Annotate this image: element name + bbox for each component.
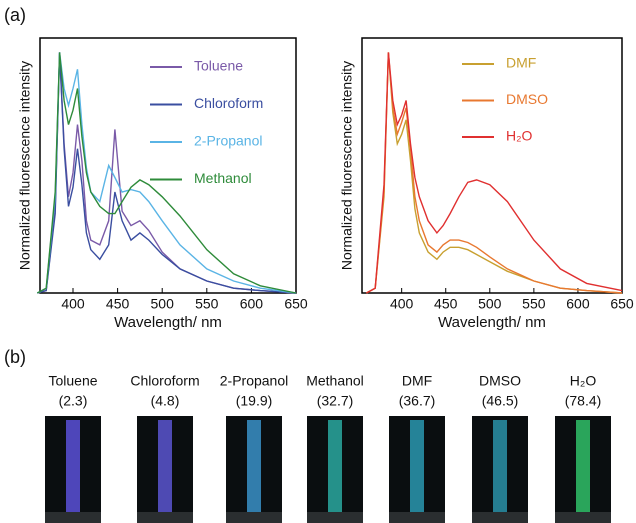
vial-glow bbox=[576, 420, 590, 512]
sample-name: H₂O bbox=[570, 373, 597, 389]
panel-label: (b) bbox=[4, 347, 26, 367]
sample-name: 2-Propanol bbox=[220, 373, 289, 389]
x-tick-label: 600 bbox=[240, 296, 264, 312]
vial-base bbox=[472, 512, 528, 523]
x-tick-label: 400 bbox=[390, 296, 414, 312]
vial-glow bbox=[66, 420, 80, 512]
spectrum-line bbox=[366, 52, 623, 294]
x-tick-label: 550 bbox=[522, 296, 546, 312]
spectrum-line bbox=[36, 52, 297, 294]
vial-glow bbox=[158, 420, 172, 512]
x-tick-label: 600 bbox=[566, 296, 590, 312]
sample-name: Toluene bbox=[48, 373, 97, 389]
vial-base bbox=[226, 512, 282, 523]
legend-label: 2-Propanol bbox=[194, 133, 263, 149]
legend-label: DMF bbox=[506, 55, 536, 71]
x-tick-label: 550 bbox=[195, 296, 219, 312]
x-tick-label: 650 bbox=[284, 296, 308, 312]
sample-name: DMF bbox=[402, 373, 432, 389]
vial-glow bbox=[328, 420, 342, 512]
x-axis-label: Wavelength/ nm bbox=[438, 314, 546, 331]
x-tick-label: 450 bbox=[106, 296, 130, 312]
sample-polarity: (46.5) bbox=[482, 393, 519, 409]
sample-name: Chloroform bbox=[130, 373, 199, 389]
sample-name: DMSO bbox=[479, 373, 521, 389]
legend-label: Toluene bbox=[194, 58, 243, 74]
vial-base bbox=[45, 512, 101, 523]
x-axis-label: Wavelength/ nm bbox=[114, 314, 222, 331]
vial-base bbox=[555, 512, 611, 523]
vial-glow bbox=[247, 420, 261, 512]
sample-polarity: (19.9) bbox=[236, 393, 273, 409]
x-tick-label: 500 bbox=[478, 296, 502, 312]
plot-frame bbox=[39, 37, 297, 294]
vial-glow bbox=[410, 420, 424, 512]
vial-base bbox=[137, 512, 193, 523]
plot-frame bbox=[361, 37, 623, 294]
y-axis-label: Normalized fluorescence intensity bbox=[17, 61, 33, 270]
sample-polarity: (36.7) bbox=[399, 393, 436, 409]
vial-base bbox=[307, 512, 363, 523]
x-tick-label: 500 bbox=[151, 296, 175, 312]
y-axis-label: Normalized fluorescence intensity bbox=[339, 61, 355, 270]
panel-label: (a) bbox=[4, 5, 26, 25]
spectrum-line bbox=[37, 52, 297, 294]
x-tick-label: 450 bbox=[434, 296, 458, 312]
sample-polarity: (4.8) bbox=[151, 393, 180, 409]
spectrum-line bbox=[366, 52, 623, 294]
vial-base bbox=[389, 512, 445, 523]
legend-label: Chloroform bbox=[194, 95, 263, 111]
x-tick-label: 400 bbox=[61, 296, 85, 312]
sample-name: Methanol bbox=[306, 373, 364, 389]
spectrum-line bbox=[36, 52, 297, 294]
legend-label: Methanol bbox=[194, 170, 252, 186]
vial-glow bbox=[493, 420, 507, 512]
x-tick-label: 650 bbox=[610, 296, 634, 312]
sample-polarity: (2.3) bbox=[59, 393, 88, 409]
legend-label: DMSO bbox=[506, 91, 548, 107]
spectrum-line bbox=[37, 52, 297, 294]
spectrum-line bbox=[366, 52, 623, 294]
legend-label: H₂O bbox=[506, 128, 533, 144]
sample-polarity: (78.4) bbox=[565, 393, 602, 409]
sample-polarity: (32.7) bbox=[317, 393, 354, 409]
